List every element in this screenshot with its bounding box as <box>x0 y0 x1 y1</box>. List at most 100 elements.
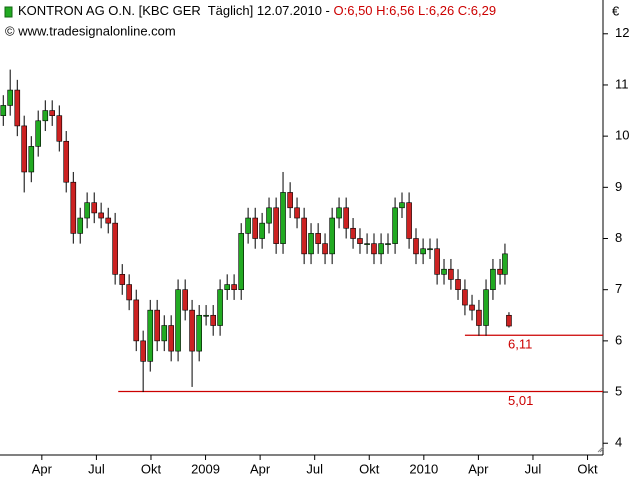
candle-body <box>350 227 356 239</box>
x-tick-label: Okt <box>359 461 380 476</box>
candle-body <box>315 233 321 244</box>
candle-body <box>462 289 468 306</box>
x-tick-label: Jul <box>525 461 542 476</box>
candle-body <box>21 125 27 173</box>
candle-body <box>98 212 104 219</box>
candle-body <box>147 309 154 362</box>
candle-body <box>203 314 209 317</box>
candle-body <box>294 207 300 219</box>
candle-body <box>378 243 384 255</box>
candle-body <box>357 238 363 244</box>
candle-body <box>399 202 405 209</box>
x-tick-label: Apr <box>468 461 489 476</box>
candle-body <box>112 222 118 275</box>
candle-body <box>231 284 237 290</box>
candle-body <box>280 192 286 244</box>
candle-body <box>217 289 223 326</box>
y-tick-label: 11 <box>615 76 629 91</box>
x-tick-label: Jul <box>306 461 323 476</box>
candle-body <box>189 309 195 352</box>
candle-body <box>420 248 426 255</box>
chart-title: KONTRON AG O.N. [KBC GER Täglich] 12.07.… <box>18 3 496 18</box>
candle-body <box>490 268 496 290</box>
candle-body <box>322 243 328 255</box>
candle-body <box>91 202 98 214</box>
y-tick-label: 10 <box>615 128 629 143</box>
candle-body <box>483 289 489 326</box>
candle-body <box>133 299 140 342</box>
quote: O:6,50 H:6,56 L:6,26 C:6,29 <box>334 3 497 18</box>
candle-body <box>77 217 84 234</box>
candle-body <box>413 238 419 255</box>
y-tick-label: 12 <box>615 25 629 40</box>
candle-body <box>49 110 56 116</box>
candle-body <box>364 243 370 245</box>
candle-body <box>7 89 13 106</box>
candle-body <box>441 268 447 275</box>
candle-body <box>455 279 461 290</box>
candle-body <box>308 233 314 255</box>
candle-body <box>392 207 398 244</box>
candle-body <box>182 289 188 311</box>
candle-body <box>502 253 508 275</box>
candle-body <box>371 243 377 255</box>
support-label: 6,11 <box>508 337 532 352</box>
candle-body <box>476 309 482 326</box>
candle-body <box>154 309 160 342</box>
candle-body <box>497 268 503 275</box>
x-tick-label: Jul <box>88 461 105 476</box>
candle-body <box>119 274 126 285</box>
candle-body <box>126 284 132 301</box>
x-tick-label: Apr <box>250 461 271 476</box>
candle-body <box>168 325 174 352</box>
candle-body <box>245 217 251 234</box>
candle-body <box>0 105 7 116</box>
candle-body <box>469 304 475 311</box>
candle-body <box>238 233 244 290</box>
y-tick-label: 6 <box>615 332 622 347</box>
x-tick-label: Okt <box>141 461 162 476</box>
candle-body <box>161 325 168 342</box>
y-tick-label: 7 <box>615 281 622 296</box>
candle-body <box>427 248 433 251</box>
legend-icon <box>4 6 13 18</box>
candle-body <box>42 110 49 122</box>
support-label: 5,01 <box>508 393 533 408</box>
candle-body <box>224 284 230 290</box>
candle-body <box>287 192 293 209</box>
corner-grip <box>597 446 604 453</box>
x-tick-label: Okt <box>577 461 598 476</box>
candle-body <box>84 202 90 219</box>
candle-body <box>28 146 35 173</box>
candle-body <box>329 217 335 255</box>
candle-body <box>63 140 70 183</box>
y-unit: € <box>612 3 620 18</box>
candle-body <box>448 268 454 280</box>
candle-body <box>385 243 391 245</box>
candle-body <box>273 207 279 244</box>
candle-body <box>266 207 272 224</box>
candle-body <box>259 222 265 239</box>
candle-body <box>301 217 307 255</box>
x-tick-label: 2009 <box>191 461 220 476</box>
source: © www.tradesignalonline.com <box>5 23 176 38</box>
candle-body <box>406 202 412 239</box>
candle-body <box>175 289 181 352</box>
candle-body <box>140 340 146 362</box>
y-tick-label: 5 <box>615 383 622 398</box>
candle-body <box>70 181 77 234</box>
x-tick-label: 2010 <box>409 461 438 476</box>
candle-body <box>14 89 21 127</box>
candle-body <box>35 120 41 147</box>
candle-body <box>343 207 349 229</box>
x-tick-label: Apr <box>32 461 53 476</box>
candle-body <box>56 115 63 142</box>
candle-body <box>506 314 512 327</box>
y-tick-label: 8 <box>615 230 622 245</box>
candle-body <box>336 207 342 219</box>
candle-body <box>252 217 259 239</box>
candle-body <box>196 314 202 352</box>
y-tick-label: 9 <box>615 179 622 194</box>
y-tick-label: 4 <box>615 435 622 450</box>
